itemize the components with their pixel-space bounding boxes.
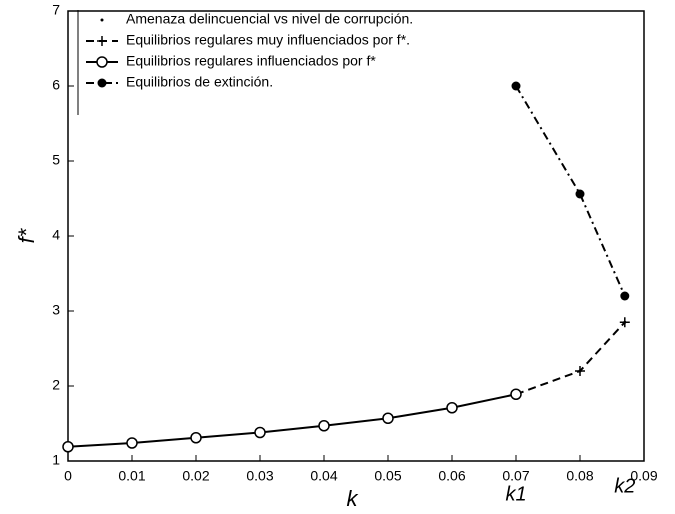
y-axis-label: f* [14, 227, 39, 243]
annotation: k2 [614, 475, 635, 497]
y-tick-label: 2 [52, 377, 60, 393]
x-tick-label: 0.06 [438, 468, 465, 484]
series-line [67, 393, 517, 448]
circle-marker [62, 441, 74, 453]
circle-marker [318, 420, 330, 432]
legend-label: Equilibrios regulares influenciados por … [126, 53, 376, 69]
x-tick-label: 0.01 [118, 468, 145, 484]
x-tick-label: 0.07 [502, 468, 529, 484]
y-tick-label: 4 [52, 227, 60, 243]
y-tick-label: 7 [52, 2, 60, 18]
legend-label: Amenaza delincuencial vs nivel de corrup… [126, 11, 413, 27]
legend-marker [96, 56, 108, 68]
series-line [515, 321, 626, 396]
x-tick-label: 0.08 [566, 468, 593, 484]
circle-marker [510, 388, 522, 400]
dot-marker [511, 81, 521, 91]
x-tick-label: 0.05 [374, 468, 401, 484]
x-tick-label: 0.04 [310, 468, 337, 484]
plus-marker [619, 317, 630, 328]
circle-marker [446, 402, 458, 414]
y-tick-label: 6 [52, 77, 60, 93]
x-tick-label: 0.02 [182, 468, 209, 484]
annotation: k1 [505, 483, 526, 505]
circle-marker [254, 426, 266, 439]
y-tick-label: 3 [52, 302, 60, 318]
y-tick-label: 5 [52, 152, 60, 168]
legend-label: Equilibrios de extinción. [126, 74, 273, 90]
legend-marker [97, 78, 107, 88]
legend-marker [100, 18, 104, 22]
circle-marker [190, 432, 202, 444]
circle-marker [126, 437, 138, 449]
dot-marker [575, 189, 585, 199]
dot-marker [620, 291, 630, 301]
x-tick-label: 0.03 [246, 468, 273, 484]
x-axis-label: k [347, 486, 359, 511]
legend-marker [97, 36, 107, 46]
plus-marker [575, 366, 585, 376]
x-tick-label: 0 [64, 468, 72, 484]
circle-marker [382, 412, 394, 424]
y-tick-label: 1 [52, 452, 60, 468]
series-line [515, 85, 626, 297]
legend-label: Equilibrios regulares muy influenciados … [126, 32, 410, 48]
x-tick-label: 0.09 [630, 468, 657, 484]
